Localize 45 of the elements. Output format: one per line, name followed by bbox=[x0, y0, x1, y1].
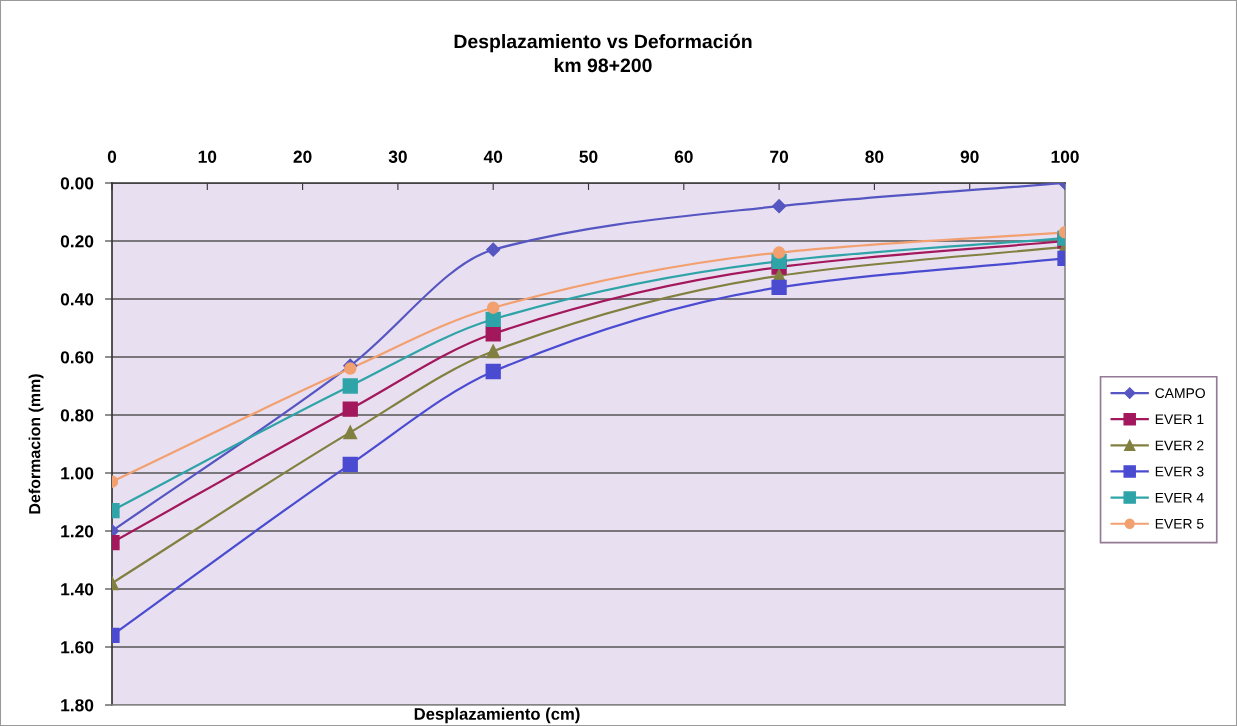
legend-label: EVER 5 bbox=[1155, 519, 1204, 529]
y-tick-label: 1.00 bbox=[61, 467, 94, 480]
point bbox=[485, 311, 501, 327]
point bbox=[772, 199, 787, 214]
y-tick-label: 0.40 bbox=[60, 293, 94, 306]
point bbox=[342, 456, 358, 472]
point bbox=[485, 326, 501, 342]
y-tick-label: 0.80 bbox=[60, 409, 94, 422]
x-tick-label: 20 bbox=[293, 150, 312, 163]
y-tick-label: 1.80 bbox=[61, 699, 94, 712]
y-axis-title: Deformacion (mm) bbox=[28, 374, 44, 514]
x-tick-label: 90 bbox=[960, 150, 979, 163]
y-tick-label: 1.60 bbox=[61, 641, 94, 654]
point bbox=[342, 378, 358, 394]
x-tick-label: 60 bbox=[674, 150, 693, 163]
point bbox=[772, 246, 786, 259]
x-tick-label: 70 bbox=[770, 150, 789, 163]
legend-label: EVER 1 bbox=[1155, 414, 1204, 425]
y-tick-label: 1.40 bbox=[61, 583, 94, 596]
point bbox=[343, 362, 357, 375]
point bbox=[771, 279, 787, 296]
y-tick-label: 1.20 bbox=[61, 525, 94, 538]
x-tick-label: 10 bbox=[198, 150, 217, 163]
legend-label: EVER 2 bbox=[1155, 440, 1204, 451]
x-axis-title: Desplazamiento (cm) bbox=[414, 707, 580, 724]
legend-label: EVER 3 bbox=[1155, 466, 1204, 477]
y-tick-label: 0.60 bbox=[60, 351, 94, 364]
point bbox=[486, 242, 501, 257]
legend-label: CAMPO bbox=[1155, 388, 1205, 399]
point bbox=[343, 425, 358, 440]
y-tick-label: 0.20 bbox=[60, 235, 94, 248]
x-tick-label: 50 bbox=[579, 150, 598, 163]
x-tick-label: 30 bbox=[388, 150, 407, 163]
x-tick-label: 80 bbox=[865, 150, 884, 163]
legend-label: EVER 4 bbox=[1155, 492, 1204, 503]
chart-subtitle: km 98+200 bbox=[554, 57, 652, 73]
chart-title: Desplazamiento vs Deformación bbox=[454, 33, 752, 53]
point bbox=[486, 344, 501, 359]
y-tick-label: 0.00 bbox=[60, 177, 94, 190]
point bbox=[485, 363, 501, 380]
x-tick-label: 0 bbox=[107, 150, 117, 163]
x-tick-label: 100 bbox=[1051, 150, 1079, 163]
point bbox=[342, 401, 358, 417]
x-tick-label: 40 bbox=[483, 150, 503, 163]
point bbox=[486, 301, 500, 314]
